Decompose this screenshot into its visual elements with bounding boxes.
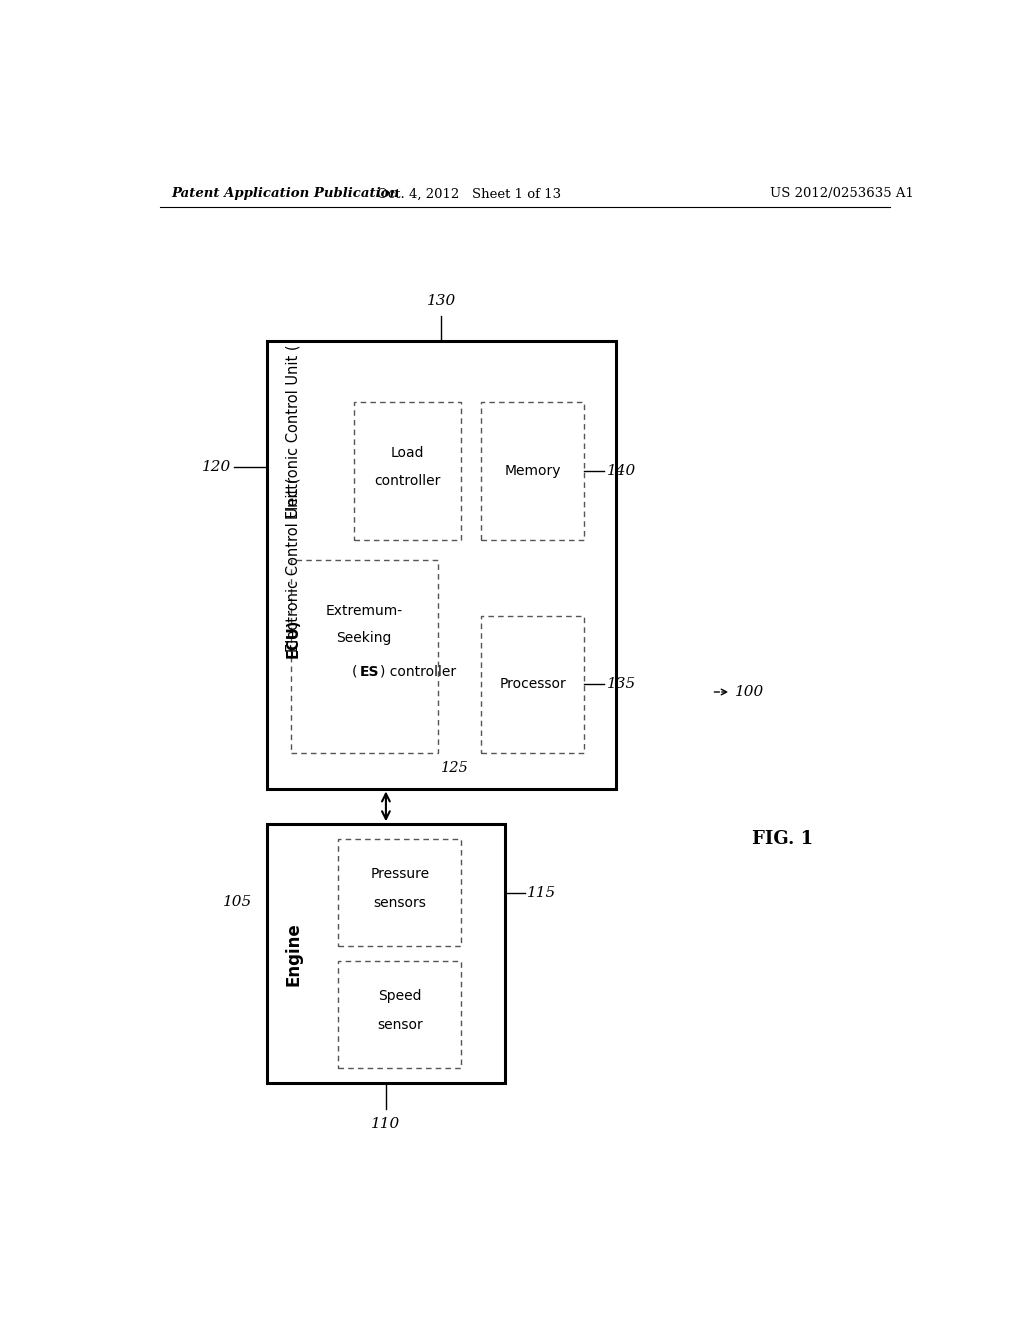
- Bar: [267, 342, 616, 788]
- Bar: [338, 961, 462, 1068]
- Text: Pressure: Pressure: [371, 867, 429, 882]
- Text: Electronic Control Unit (: Electronic Control Unit (: [286, 478, 301, 652]
- Bar: [481, 615, 585, 752]
- Text: Memory: Memory: [505, 463, 561, 478]
- Text: 135: 135: [606, 677, 636, 692]
- Text: 115: 115: [527, 886, 556, 900]
- Text: sensor: sensor: [377, 1018, 423, 1032]
- Text: 120: 120: [202, 459, 231, 474]
- Text: FIG. 1: FIG. 1: [753, 830, 813, 849]
- Text: Seeking: Seeking: [337, 631, 392, 645]
- Text: US 2012/0253635 A1: US 2012/0253635 A1: [770, 187, 914, 201]
- Text: 100: 100: [735, 685, 764, 700]
- Bar: [354, 403, 461, 540]
- Text: Load: Load: [391, 446, 425, 459]
- Text: 110: 110: [372, 1117, 400, 1131]
- Bar: [481, 403, 585, 540]
- Bar: [267, 824, 505, 1084]
- Text: ES: ES: [360, 665, 380, 678]
- Text: 105: 105: [223, 895, 253, 909]
- Text: Engine: Engine: [284, 921, 302, 986]
- Text: 125: 125: [441, 762, 469, 775]
- Text: Processor: Processor: [500, 677, 566, 692]
- Bar: [338, 840, 462, 946]
- Text: ECU): ECU): [286, 619, 301, 659]
- Text: Speed: Speed: [378, 990, 422, 1003]
- Text: 130: 130: [427, 294, 456, 308]
- Bar: [291, 560, 437, 752]
- Text: Patent Application Publication: Patent Application Publication: [172, 187, 399, 201]
- Text: Extremum-: Extremum-: [326, 603, 402, 618]
- Text: Electronic Control Unit (ECU): Electronic Control Unit (ECU): [286, 459, 301, 671]
- Text: controller: controller: [375, 474, 441, 488]
- Text: sensors: sensors: [374, 896, 426, 909]
- Text: Oct. 4, 2012   Sheet 1 of 13: Oct. 4, 2012 Sheet 1 of 13: [377, 187, 561, 201]
- Text: Electronic Control Unit (: Electronic Control Unit (: [286, 345, 301, 519]
- Text: 140: 140: [606, 463, 636, 478]
- Text: ) controller: ) controller: [380, 665, 456, 678]
- Text: (: (: [352, 665, 357, 678]
